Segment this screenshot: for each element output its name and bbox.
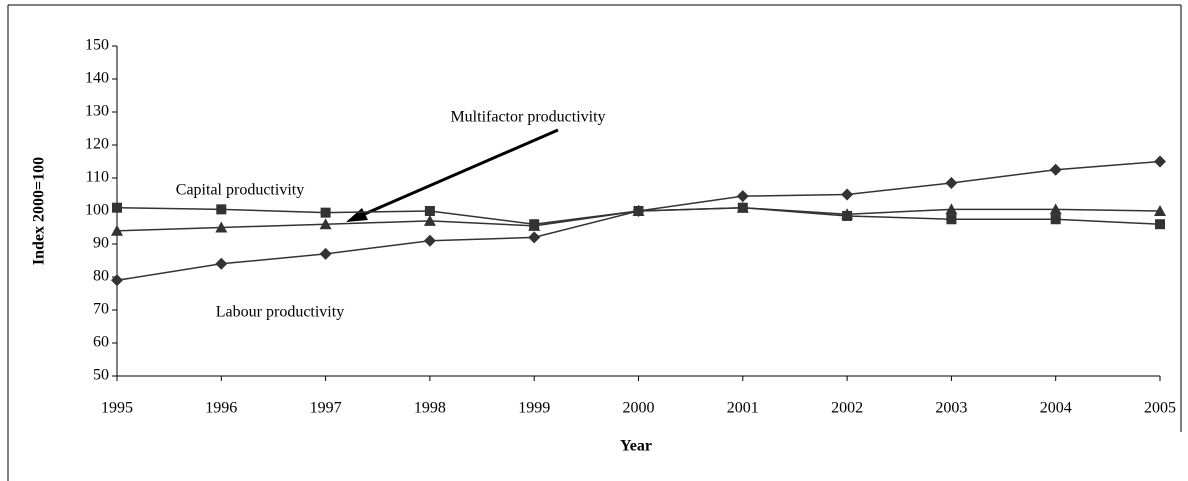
x-axis-title: Year bbox=[620, 438, 652, 455]
marker bbox=[736, 201, 749, 213]
marker bbox=[320, 207, 331, 218]
y-tick-label: 90 bbox=[93, 235, 109, 252]
y-tick-label: 140 bbox=[85, 70, 109, 87]
series-label: Multifactor productivity bbox=[450, 109, 605, 126]
y-tick-label: 100 bbox=[85, 202, 109, 219]
marker bbox=[528, 219, 541, 231]
series-label: Labour productivity bbox=[216, 304, 344, 321]
y-tick-label: 130 bbox=[85, 103, 109, 120]
y-tick-label: 60 bbox=[93, 334, 109, 351]
marker bbox=[841, 188, 854, 201]
marker bbox=[1049, 203, 1062, 215]
x-tick-label: 2002 bbox=[831, 400, 863, 417]
marker bbox=[423, 214, 436, 226]
marker bbox=[111, 224, 123, 236]
marker bbox=[632, 205, 645, 216]
y-tick-label: 50 bbox=[93, 367, 109, 384]
x-tick-label: 2004 bbox=[1040, 400, 1072, 417]
marker bbox=[528, 231, 541, 244]
marker bbox=[945, 203, 958, 215]
y-tick-label: 110 bbox=[86, 169, 109, 186]
marker bbox=[1050, 214, 1061, 225]
x-tick-label: 2000 bbox=[623, 400, 655, 417]
marker bbox=[112, 202, 122, 213]
arrow-head bbox=[346, 208, 368, 222]
marker bbox=[319, 218, 332, 230]
marker bbox=[319, 247, 332, 260]
marker bbox=[1154, 205, 1166, 216]
marker bbox=[215, 257, 228, 270]
y-tick-label: 120 bbox=[85, 136, 109, 153]
arrow bbox=[359, 128, 559, 218]
marker bbox=[111, 274, 123, 287]
marker bbox=[1154, 155, 1166, 168]
marker bbox=[736, 190, 749, 203]
marker bbox=[1049, 163, 1062, 176]
marker bbox=[423, 234, 436, 247]
x-tick-label: 1997 bbox=[310, 400, 342, 417]
x-tick-label: 1999 bbox=[518, 400, 550, 417]
x-tick-label: 1996 bbox=[205, 400, 237, 417]
marker bbox=[946, 214, 957, 225]
series-line bbox=[116, 160, 1161, 282]
marker bbox=[215, 221, 228, 233]
series-label: Capital productivity bbox=[176, 182, 304, 199]
marker bbox=[1155, 219, 1165, 230]
marker bbox=[841, 208, 854, 220]
x-tick-label: 1998 bbox=[414, 400, 446, 417]
x-tick-label: 2003 bbox=[935, 400, 967, 417]
x-tick-label: 2005 bbox=[1144, 400, 1176, 417]
marker bbox=[216, 204, 227, 215]
x-tick-label: 2001 bbox=[727, 400, 759, 417]
y-axis-title: Index 2000=100 bbox=[31, 157, 48, 265]
y-tick-label: 70 bbox=[93, 301, 109, 318]
x-tick-label: 1995 bbox=[101, 400, 133, 417]
marker bbox=[945, 176, 958, 189]
y-tick-label: 150 bbox=[85, 37, 109, 54]
marker bbox=[424, 206, 435, 216]
y-tick-label: 80 bbox=[93, 268, 109, 285]
